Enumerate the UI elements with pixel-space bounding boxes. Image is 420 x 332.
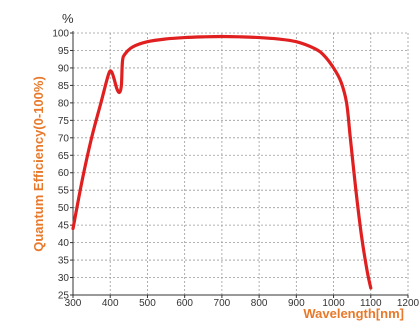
x-tick-label: 1000	[322, 298, 345, 309]
x-tick-label: 800	[251, 298, 268, 309]
y-tick-label: 45	[58, 221, 70, 232]
y-tick-label: 25	[58, 291, 70, 302]
x-axis-title: Wavelength[nm]	[303, 306, 404, 321]
y-tick-label: 95	[58, 46, 70, 57]
x-tick-label: 1100	[360, 298, 382, 309]
y-axis-title: Quantum Efficiency(0-100%)	[31, 76, 46, 252]
y-tick-label: 40	[58, 238, 70, 249]
y-tick-labels: 25 30 35 40 45 50 55 60 65 70 75 80 85 90 95 100	[52, 29, 69, 302]
x-tick-label: 600	[176, 298, 193, 309]
y-tick-label: 55	[58, 186, 70, 197]
y-unit-label: %	[62, 11, 74, 26]
series-line-0	[71, 34, 373, 290]
x-tick-label: 900	[288, 298, 305, 309]
y-tick-label: 60	[58, 168, 70, 179]
x-tick-label: 400	[102, 298, 119, 309]
x-tick-label: 300	[65, 298, 82, 309]
y-tick-label: 30	[58, 273, 70, 284]
y-tick-label: 100	[52, 29, 69, 40]
x-tick-label: 500	[139, 298, 156, 309]
y-tick-label: 35	[58, 256, 70, 267]
x-tick-labels: 300 400 500 600 700 800 900 1000 1100 1200	[65, 298, 420, 309]
x-tick-label: 1200	[397, 298, 420, 309]
y-tick-label: 75	[58, 116, 70, 127]
x-tick-label: 700	[214, 298, 231, 309]
axes	[70, 31, 409, 298]
y-tick-label: 65	[58, 151, 70, 162]
y-tick-label: 70	[58, 133, 70, 144]
y-tick-label: 85	[58, 81, 70, 92]
y-tick-label: 90	[58, 63, 70, 74]
y-tick-label: 50	[58, 203, 70, 214]
y-tick-label: 80	[58, 98, 70, 109]
series-lines	[71, 34, 373, 290]
